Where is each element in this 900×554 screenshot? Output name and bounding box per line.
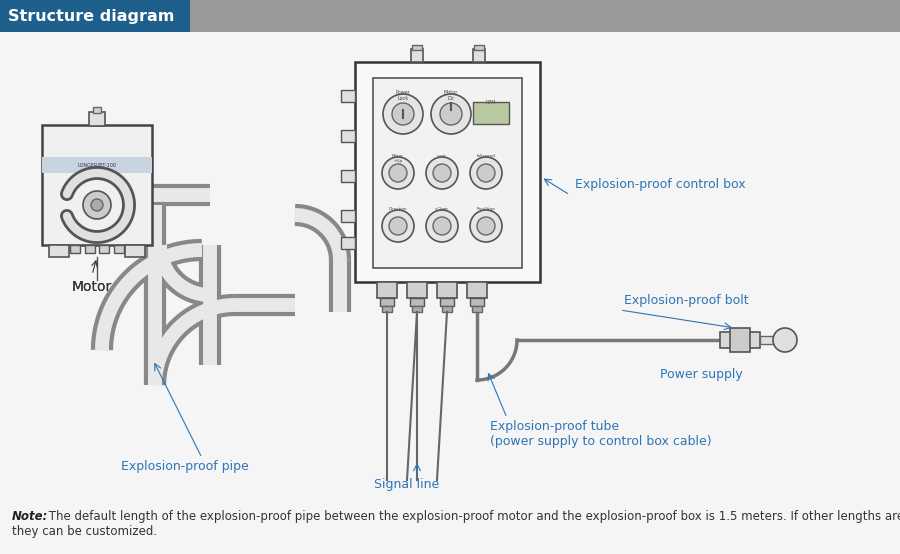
Bar: [341, 130, 355, 142]
Text: RPM: RPM: [486, 100, 496, 105]
Bar: [474, 45, 484, 50]
Circle shape: [470, 157, 502, 189]
Text: fullspeed: fullspeed: [477, 154, 495, 158]
Circle shape: [389, 164, 407, 182]
Bar: [473, 49, 485, 62]
Bar: [473, 102, 509, 124]
Circle shape: [426, 157, 458, 189]
Bar: [0, 0, 900, 32]
Text: Explosion-proof pipe: Explosion-proof pipe: [122, 460, 249, 473]
Text: The default length of the explosion-proof pipe between the explosion-proof motor: The default length of the explosion-proo…: [45, 510, 900, 523]
Bar: [125, 245, 145, 257]
Bar: [377, 282, 397, 298]
Text: they can be customized.: they can be customized.: [12, 525, 157, 538]
Circle shape: [359, 268, 369, 278]
Circle shape: [526, 268, 536, 278]
Bar: [42, 125, 152, 245]
Text: Note:: Note:: [12, 510, 49, 523]
Text: Run/Stop: Run/Stop: [477, 207, 495, 211]
Bar: [70, 245, 80, 253]
Circle shape: [470, 210, 502, 242]
Bar: [412, 45, 422, 50]
Circle shape: [773, 328, 797, 352]
Bar: [341, 210, 355, 222]
Bar: [407, 282, 427, 298]
Bar: [85, 245, 95, 253]
Text: Motor
Dir: Motor Dir: [444, 90, 458, 101]
Bar: [99, 245, 109, 253]
Circle shape: [440, 103, 462, 125]
Text: Flow rate: Flow rate: [87, 175, 106, 179]
Circle shape: [382, 157, 414, 189]
Text: v.Clear: v.Clear: [435, 207, 449, 211]
Bar: [42, 157, 152, 173]
Circle shape: [526, 152, 536, 162]
Text: Structure diagram: Structure diagram: [8, 8, 175, 23]
Bar: [341, 170, 355, 182]
Bar: [720, 332, 760, 348]
Circle shape: [526, 66, 536, 76]
Bar: [470, 298, 484, 306]
Text: Direction: Direction: [389, 207, 407, 211]
Circle shape: [477, 217, 495, 235]
Circle shape: [477, 164, 495, 182]
Circle shape: [83, 191, 111, 219]
Circle shape: [392, 103, 414, 125]
Bar: [410, 298, 424, 306]
Text: Power
Lock: Power Lock: [396, 90, 410, 101]
Bar: [442, 306, 452, 312]
Circle shape: [526, 182, 536, 192]
Text: LONGER/BT-100: LONGER/BT-100: [77, 162, 116, 167]
Circle shape: [433, 164, 451, 182]
Bar: [382, 306, 392, 312]
Bar: [730, 328, 750, 352]
Circle shape: [433, 217, 451, 235]
Bar: [437, 282, 457, 298]
Circle shape: [359, 152, 369, 162]
Circle shape: [383, 94, 423, 134]
Bar: [760, 336, 780, 344]
Circle shape: [431, 94, 471, 134]
Text: Explosion-proof control box: Explosion-proof control box: [575, 178, 745, 191]
Bar: [93, 107, 101, 113]
Text: v.set: v.set: [437, 154, 446, 158]
Circle shape: [359, 182, 369, 192]
Bar: [341, 237, 355, 249]
Bar: [440, 298, 454, 306]
Bar: [49, 245, 69, 257]
Text: Motor: Motor: [72, 280, 112, 294]
Text: (power supply to control box cable): (power supply to control box cable): [490, 435, 712, 448]
Circle shape: [389, 217, 407, 235]
Bar: [0, 0, 190, 32]
Bar: [355, 62, 540, 282]
Circle shape: [382, 210, 414, 242]
Bar: [89, 112, 105, 126]
Bar: [411, 49, 423, 62]
Circle shape: [91, 199, 103, 211]
Text: Motor: Motor: [72, 280, 112, 294]
Bar: [412, 306, 422, 312]
Bar: [341, 90, 355, 102]
Bar: [114, 245, 124, 253]
Text: Explosion-proof tube: Explosion-proof tube: [490, 420, 619, 433]
Text: Explosion-proof bolt: Explosion-proof bolt: [624, 294, 749, 307]
Bar: [380, 298, 394, 306]
Text: Signal line: Signal line: [374, 478, 439, 491]
Circle shape: [359, 66, 369, 76]
Bar: [472, 306, 482, 312]
Bar: [373, 78, 522, 268]
Circle shape: [426, 210, 458, 242]
Bar: [467, 282, 487, 298]
Text: Motor
+Up: Motor +Up: [392, 154, 404, 163]
Text: Power supply: Power supply: [660, 368, 742, 381]
